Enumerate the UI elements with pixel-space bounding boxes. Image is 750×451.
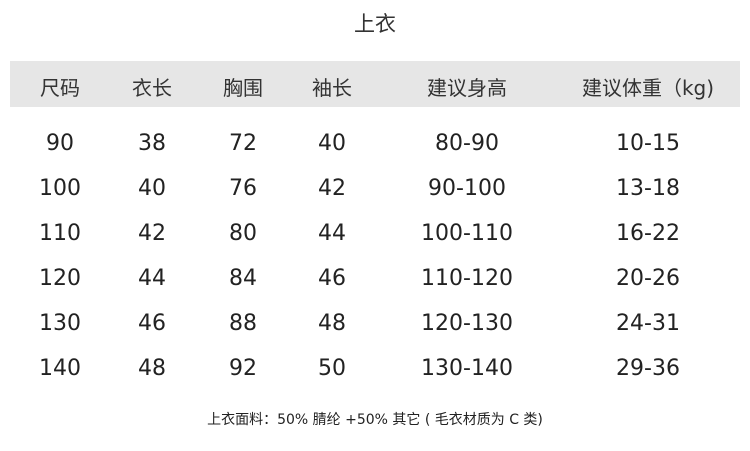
table-cell: 100 (39, 176, 81, 201)
table-cell: 76 (229, 176, 257, 201)
table-cell: 90-100 (428, 176, 506, 201)
table-cell: 120-130 (421, 311, 513, 336)
column-header: 建议身高 (427, 76, 507, 100)
table-cell: 80-90 (435, 131, 499, 156)
column-header: 胸围 (223, 76, 263, 100)
table-cell: 100-110 (421, 221, 513, 246)
table-cell: 46 (318, 266, 346, 291)
header-band (10, 61, 740, 107)
table-cell: 110-120 (421, 266, 513, 291)
table-cell: 92 (229, 356, 257, 381)
table-cell: 72 (229, 131, 257, 156)
table-cell: 84 (229, 266, 257, 291)
table-cell: 42 (318, 176, 346, 201)
table-cell: 120 (39, 266, 81, 291)
column-header: 袖长 (312, 76, 352, 100)
table-cell: 48 (138, 356, 166, 381)
table-cell: 13-18 (616, 176, 680, 201)
table-cell: 24-31 (616, 311, 680, 336)
table-cell: 44 (138, 266, 166, 291)
column-header: 建议体重（kg) (581, 76, 715, 100)
table-cell: 10-15 (616, 131, 680, 156)
table-cell: 50 (318, 356, 346, 381)
table-cell: 40 (138, 176, 166, 201)
table-cell: 48 (318, 311, 346, 336)
chart-title: 上衣 (354, 12, 396, 36)
table-cell: 42 (138, 221, 166, 246)
column-header: 尺码 (40, 76, 80, 100)
table-cell: 46 (138, 311, 166, 336)
table-cell: 16-22 (616, 221, 680, 246)
table-cell: 80 (229, 221, 257, 246)
table-cell: 130-140 (421, 356, 513, 381)
table-cell: 40 (318, 131, 346, 156)
table-cell: 29-36 (616, 356, 680, 381)
table-cell: 88 (229, 311, 257, 336)
table-cell: 90 (46, 131, 74, 156)
fabric-note: 上衣面料：50% 腈纶 +50% 其它 ( 毛衣材质为 C 类) (207, 412, 543, 428)
table-cell: 20-26 (616, 266, 680, 291)
table-cell: 44 (318, 221, 346, 246)
table-cell: 38 (138, 131, 166, 156)
table-cell: 140 (39, 356, 81, 381)
column-header: 衣长 (132, 76, 172, 100)
table-cell: 130 (39, 311, 81, 336)
table-cell: 110 (39, 221, 81, 246)
